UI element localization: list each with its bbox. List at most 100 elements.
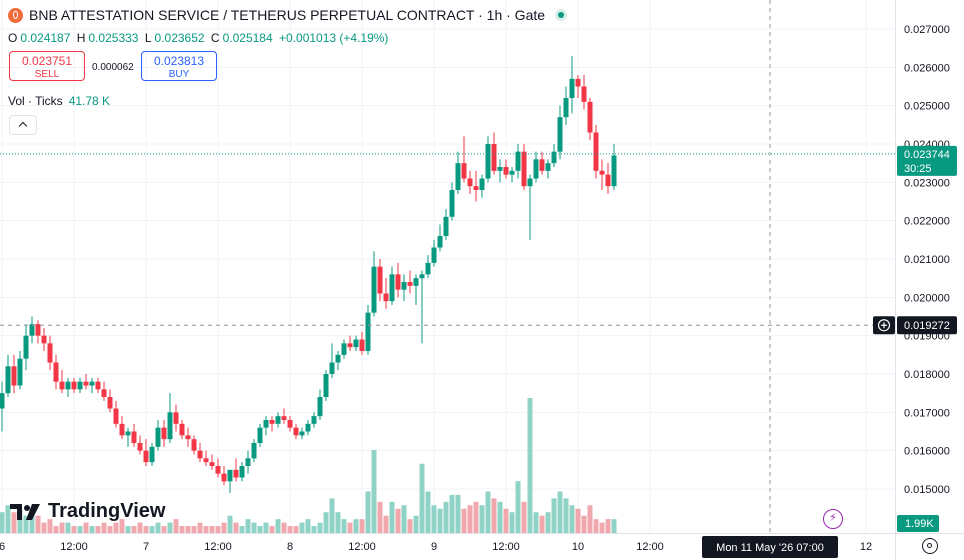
volume-bar [65, 522, 71, 533]
candle-body [149, 446, 155, 463]
volume-bar [311, 526, 317, 533]
candle-body [539, 159, 545, 171]
volume-bar [149, 526, 155, 533]
volume-bar [479, 505, 485, 533]
volume-value: 41.78 K [68, 94, 111, 108]
candle-body [245, 458, 251, 466]
symbol-title[interactable]: BNB ATTESTATION SERVICE / TETHERUS PERPE… [29, 7, 546, 23]
volume-axis-box [897, 515, 939, 532]
candle-body [101, 389, 107, 397]
sell-button[interactable]: 0.023751 SELL [9, 51, 85, 81]
volume-label: Vol · Ticks [8, 94, 63, 108]
ohlc-legend: O 0.024187 H 0.025333 L 0.023652 C 0.025184 … [8, 31, 391, 45]
volume-bar [605, 519, 611, 533]
y-tick-label: 0.017000 [904, 407, 950, 419]
candle-body [611, 155, 617, 187]
low-value: 0.023652 [154, 31, 205, 45]
volume-bar [383, 515, 389, 533]
candle-body [551, 151, 557, 164]
candle-body [299, 431, 305, 436]
volume-bar [551, 498, 557, 533]
volume-bar [161, 526, 167, 533]
x-tick-label: 12:00 [636, 541, 664, 553]
candle-body [29, 324, 35, 336]
volume-bar [455, 494, 461, 533]
volume-bar [107, 526, 113, 533]
candle-body [365, 312, 371, 351]
crosshair-time-box [702, 536, 838, 558]
candle-body [251, 443, 257, 459]
volume-bar [245, 519, 251, 533]
volume-bar [515, 481, 521, 533]
x-tick-label: 12:00 [348, 541, 376, 553]
candle-body [407, 282, 413, 286]
buy-button[interactable]: 0.023813 BUY [141, 51, 217, 81]
volume-bar [413, 515, 419, 533]
volume-bar [443, 501, 449, 533]
bnb-token-icon [8, 7, 23, 23]
volume-bar [173, 519, 179, 533]
volume-bar [0, 512, 5, 533]
volume-bar [287, 526, 293, 533]
candle-body [119, 423, 125, 436]
volume-bar [401, 505, 407, 533]
buy-label: BUY [168, 69, 190, 80]
volume-bar [449, 494, 455, 533]
volume-bar [377, 501, 383, 533]
volume-bar [215, 526, 221, 533]
volume-bar [431, 505, 437, 533]
crosshair-price-label: 0.019272 [904, 320, 950, 332]
volume-bar [437, 508, 443, 533]
candle-body [359, 339, 365, 351]
sell-price: 0.023751 [21, 54, 73, 68]
candle-body [437, 236, 443, 248]
candle-body [389, 274, 395, 302]
x-tick-label: 7 [143, 541, 149, 553]
candle-body [347, 343, 353, 348]
candle-body [53, 362, 59, 382]
candle-body [17, 358, 23, 386]
close-label: C [210, 31, 220, 45]
volume-bar [41, 522, 47, 533]
candle-body [5, 366, 11, 394]
candle-body [179, 423, 185, 436]
volume-bar [113, 522, 119, 533]
volume-bar [71, 526, 77, 533]
volume-bar [179, 526, 185, 533]
y-tick-label: 0.020000 [904, 292, 950, 304]
volume-bar [269, 526, 275, 533]
candle-body [491, 144, 497, 171]
volume-legend[interactable]: Vol · Ticks 41.78 K [8, 94, 110, 108]
volume-bar [197, 522, 203, 533]
candle-body [305, 423, 311, 432]
tradingview-logo[interactable]: TradingView [10, 500, 165, 523]
volume-bar [539, 515, 545, 533]
candle-body [41, 335, 47, 344]
volume-bar [11, 512, 17, 533]
candle-body [509, 170, 515, 175]
candle-body [47, 343, 53, 363]
volume-bar [233, 522, 239, 533]
collapse-legend-button[interactable] [9, 115, 37, 135]
spread-value: 0.000062 [92, 62, 134, 73]
candle-body [593, 132, 599, 171]
gear-icon[interactable] [922, 538, 938, 554]
volume-bar [425, 491, 431, 533]
candle-body [155, 427, 161, 447]
lightning-alert-icon[interactable]: ⚡ [823, 509, 843, 529]
volume-bar [35, 515, 41, 533]
candle-body [11, 366, 17, 386]
symbol-header[interactable]: BNB ATTESTATION SERVICE / TETHERUS PERPE… [8, 7, 568, 23]
candle-body [221, 473, 227, 482]
volume-bar [395, 508, 401, 533]
volume-bar [239, 526, 245, 533]
candle-body [527, 178, 533, 187]
volume-bar [473, 501, 479, 533]
candle-body [521, 151, 527, 187]
candle-body [395, 274, 401, 290]
candle-body [515, 151, 521, 171]
candle-body [275, 416, 281, 424]
volume-bar [359, 519, 365, 533]
candle-body [503, 167, 509, 175]
